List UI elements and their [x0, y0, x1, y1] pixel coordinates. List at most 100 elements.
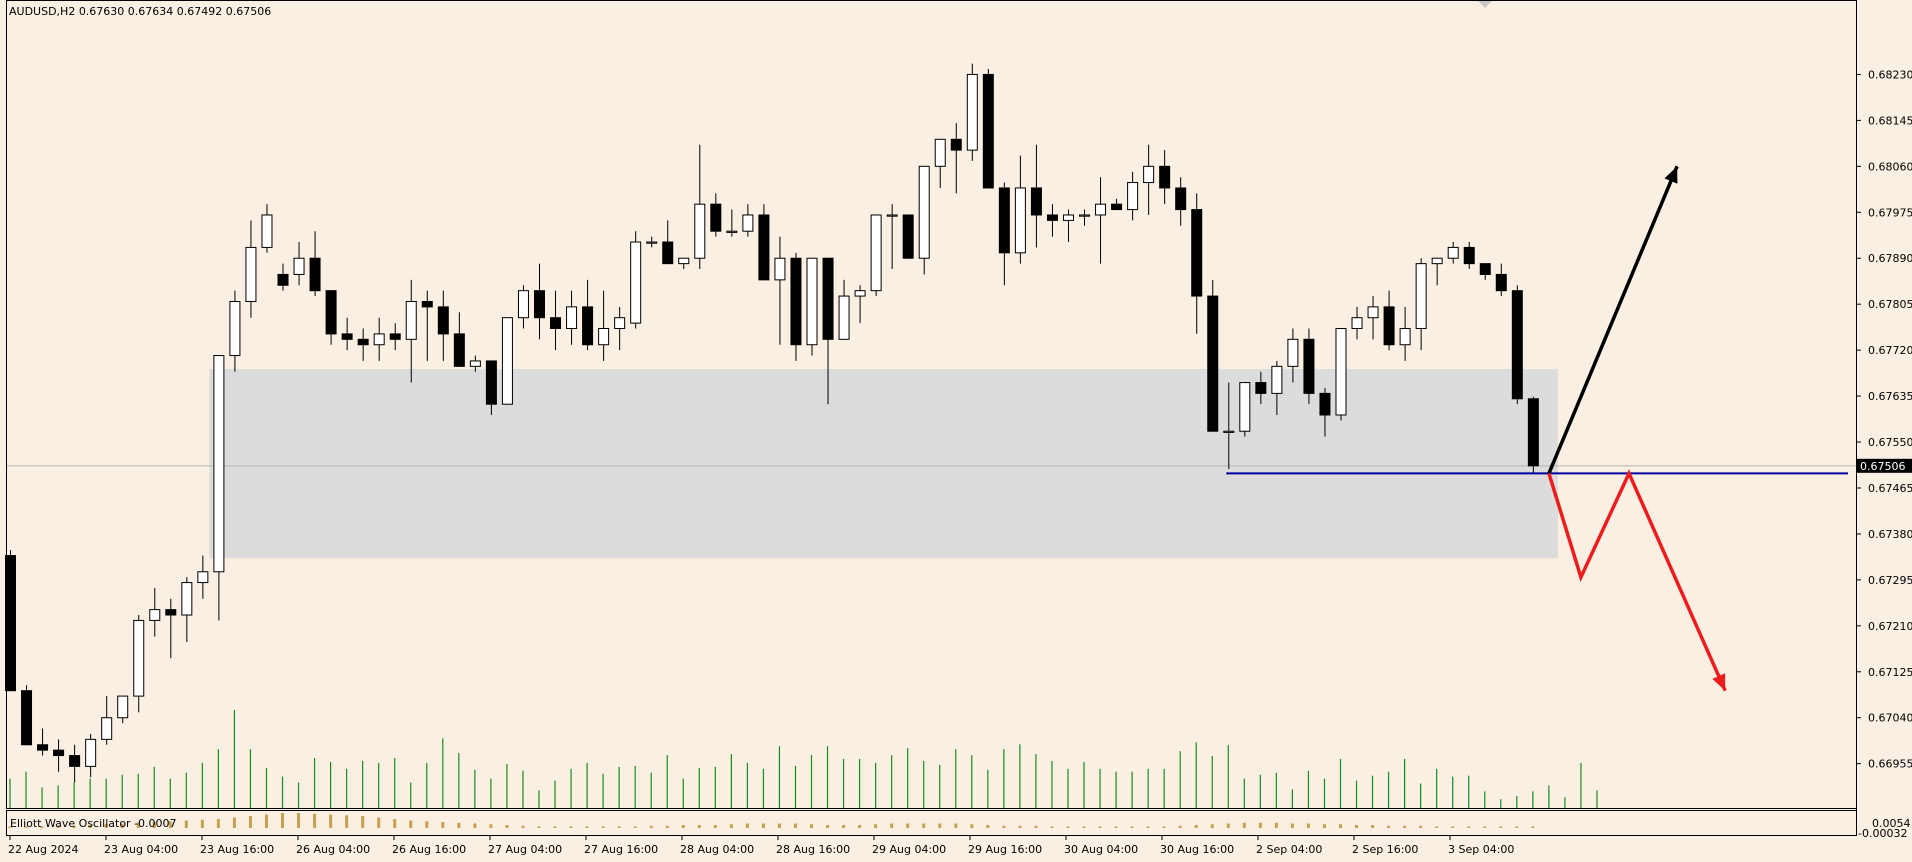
candle[interactable] — [1062, 209, 1074, 243]
candle[interactable] — [437, 290, 449, 361]
candle[interactable] — [389, 323, 401, 351]
candle[interactable] — [1175, 177, 1187, 226]
candle[interactable] — [726, 209, 738, 237]
candle[interactable] — [501, 317, 513, 405]
candle[interactable] — [229, 290, 241, 372]
candle[interactable] — [646, 236, 658, 248]
projection-up-arrow[interactable] — [1547, 165, 1679, 475]
candle[interactable] — [469, 355, 481, 372]
candle[interactable] — [1447, 242, 1459, 264]
candle[interactable] — [566, 290, 578, 345]
candle[interactable] — [1271, 360, 1283, 415]
candle[interactable] — [966, 63, 978, 161]
candle[interactable] — [517, 285, 529, 329]
candle[interactable] — [902, 214, 914, 259]
scroll-marker-icon[interactable] — [1478, 1, 1492, 8]
candle[interactable] — [1191, 193, 1203, 334]
candle[interactable] — [1351, 306, 1363, 340]
candle[interactable] — [1079, 209, 1091, 226]
candle[interactable] — [1527, 396, 1539, 474]
candle[interactable] — [149, 587, 161, 637]
candle[interactable] — [854, 285, 866, 324]
candle[interactable] — [1014, 155, 1026, 264]
candle[interactable] — [1415, 258, 1427, 351]
candle[interactable] — [133, 615, 145, 713]
candle[interactable] — [245, 220, 257, 318]
candle[interactable] — [806, 257, 818, 356]
candle[interactable] — [277, 263, 289, 291]
candle[interactable] — [165, 598, 177, 659]
candle[interactable] — [1383, 290, 1395, 351]
candle[interactable] — [982, 69, 994, 189]
candle[interactable] — [1239, 382, 1251, 437]
candle[interactable] — [918, 165, 930, 275]
candle[interactable] — [405, 279, 417, 383]
candle[interactable] — [1319, 387, 1331, 437]
candle[interactable] — [1431, 257, 1443, 286]
candle[interactable] — [1303, 328, 1315, 405]
candle[interactable] — [181, 577, 193, 643]
candle[interactable] — [582, 279, 594, 351]
candle[interactable] — [325, 290, 337, 345]
candle[interactable] — [37, 728, 49, 756]
candle[interactable] — [1479, 263, 1491, 280]
candle[interactable] — [213, 355, 225, 621]
candle[interactable] — [309, 231, 321, 297]
candle[interactable] — [598, 290, 610, 361]
candle[interactable] — [950, 123, 962, 194]
candle[interactable] — [1495, 263, 1507, 297]
candle[interactable] — [758, 204, 770, 281]
candle[interactable] — [197, 555, 209, 599]
candle[interactable] — [870, 214, 882, 297]
candle[interactable] — [790, 252, 802, 361]
candle[interactable] — [261, 204, 273, 253]
candle[interactable] — [1463, 242, 1475, 270]
candle[interactable] — [1127, 171, 1139, 221]
candle[interactable] — [1223, 382, 1235, 470]
candle[interactable] — [710, 193, 722, 237]
candle[interactable] — [1367, 296, 1379, 340]
candle[interactable] — [421, 290, 433, 361]
candle[interactable] — [357, 328, 369, 361]
candle[interactable] — [485, 360, 497, 415]
candle[interactable] — [373, 317, 385, 361]
candle[interactable] — [1143, 144, 1155, 215]
candle[interactable] — [694, 144, 706, 270]
candle[interactable] — [117, 695, 129, 724]
candle[interactable] — [614, 306, 626, 351]
candle[interactable] — [678, 257, 690, 270]
candle[interactable] — [1255, 371, 1267, 405]
candle[interactable] — [5, 550, 16, 692]
candle[interactable] — [533, 263, 545, 340]
candle[interactable] — [822, 257, 834, 405]
candle[interactable] — [293, 242, 305, 286]
candle[interactable] — [998, 182, 1010, 286]
candle[interactable] — [1287, 328, 1299, 383]
candle[interactable] — [934, 138, 946, 188]
candle[interactable] — [1111, 198, 1123, 211]
candle[interactable] — [53, 739, 65, 772]
candle[interactable] — [1046, 204, 1058, 237]
candle[interactable] — [1030, 144, 1042, 248]
candle[interactable] — [1095, 177, 1107, 264]
candle[interactable] — [886, 204, 898, 270]
candle[interactable] — [774, 236, 786, 345]
candle[interactable] — [453, 312, 465, 367]
candle[interactable] — [1159, 150, 1171, 205]
candle[interactable] — [341, 317, 353, 351]
candle[interactable] — [662, 220, 674, 265]
candle[interactable] — [69, 744, 81, 783]
candle[interactable] — [101, 696, 113, 745]
candle[interactable] — [1207, 279, 1219, 432]
projection-down-arrow[interactable] — [1547, 469, 1727, 692]
candle[interactable] — [1511, 285, 1523, 405]
candle[interactable] — [1399, 306, 1411, 361]
candle[interactable] — [630, 231, 642, 329]
candle[interactable] — [1335, 328, 1347, 421]
candle[interactable] — [85, 733, 97, 778]
candle[interactable] — [742, 204, 754, 237]
candle[interactable] — [838, 279, 850, 340]
candle[interactable] — [21, 685, 33, 746]
candle[interactable] — [550, 290, 562, 351]
